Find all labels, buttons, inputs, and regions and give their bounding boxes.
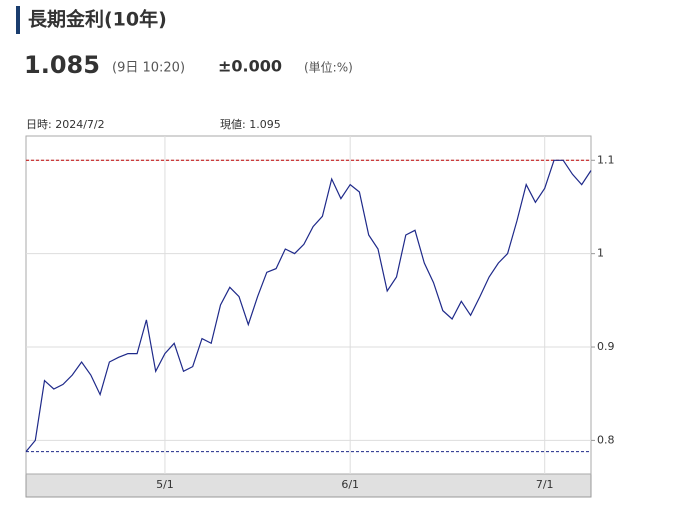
- x-axis-strip: [25, 473, 592, 498]
- price-line: [25, 159, 592, 452]
- y-tick-label: 0.8: [597, 433, 615, 446]
- y-tick-label: 1.1: [597, 153, 615, 166]
- price: 1.085: [24, 51, 100, 79]
- y-tick-label: 0.9: [597, 340, 615, 353]
- change: ±0.000: [218, 57, 282, 76]
- x-tick-label: 6/1: [341, 478, 359, 491]
- date-label: 日時: 2024/7/2: [26, 118, 105, 131]
- x-tick-label: 7/1: [536, 478, 554, 491]
- x-tick-label: 5/1: [156, 478, 174, 491]
- plot-frame: [25, 135, 592, 475]
- time: (9日 10:20): [112, 61, 185, 76]
- title: 長期金利(10年): [28, 8, 167, 31]
- y-tick-label: 1: [597, 247, 604, 260]
- current-label: 現値: 1.095: [220, 118, 281, 131]
- title-bar: [16, 6, 20, 34]
- unit: (単位:%): [304, 60, 353, 75]
